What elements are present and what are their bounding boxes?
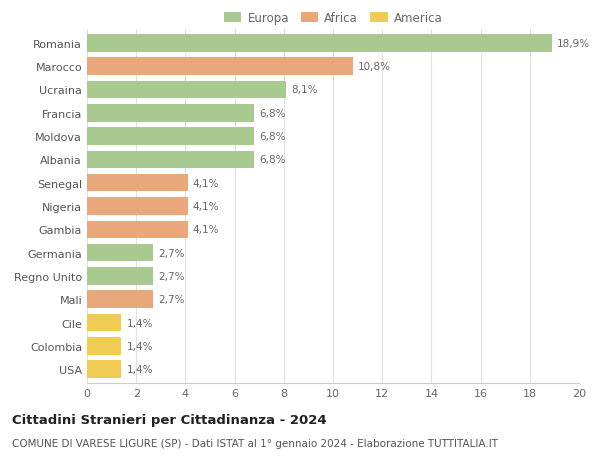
Text: 8,1%: 8,1% [291, 85, 317, 95]
Text: 6,8%: 6,8% [259, 132, 286, 142]
Text: 2,7%: 2,7% [158, 248, 185, 258]
Bar [87, 35, 552, 52]
Bar [87, 174, 188, 192]
Bar [87, 128, 254, 146]
Text: 2,7%: 2,7% [158, 295, 185, 305]
Bar [87, 244, 154, 262]
Text: 6,8%: 6,8% [259, 108, 286, 118]
Text: COMUNE DI VARESE LIGURE (SP) - Dati ISTAT al 1° gennaio 2024 - Elaborazione TUTT: COMUNE DI VARESE LIGURE (SP) - Dati ISTA… [12, 438, 498, 448]
Bar [87, 58, 353, 76]
Bar [87, 221, 188, 239]
Text: 2,7%: 2,7% [158, 271, 185, 281]
Text: 1,4%: 1,4% [127, 318, 153, 328]
Text: 1,4%: 1,4% [127, 364, 153, 374]
Text: 4,1%: 4,1% [193, 202, 219, 212]
Text: 18,9%: 18,9% [557, 39, 590, 49]
Bar [87, 151, 254, 169]
Legend: Europa, Africa, America: Europa, Africa, America [219, 7, 447, 30]
Bar [87, 82, 286, 99]
Text: 1,4%: 1,4% [127, 341, 153, 351]
Bar [87, 337, 121, 355]
Bar [87, 198, 188, 215]
Text: 4,1%: 4,1% [193, 178, 219, 188]
Bar [87, 291, 154, 308]
Bar [87, 361, 121, 378]
Text: Cittadini Stranieri per Cittadinanza - 2024: Cittadini Stranieri per Cittadinanza - 2… [12, 413, 326, 426]
Text: 6,8%: 6,8% [259, 155, 286, 165]
Bar [87, 105, 254, 122]
Text: 4,1%: 4,1% [193, 225, 219, 235]
Text: 10,8%: 10,8% [358, 62, 391, 72]
Bar [87, 268, 154, 285]
Bar [87, 314, 121, 331]
